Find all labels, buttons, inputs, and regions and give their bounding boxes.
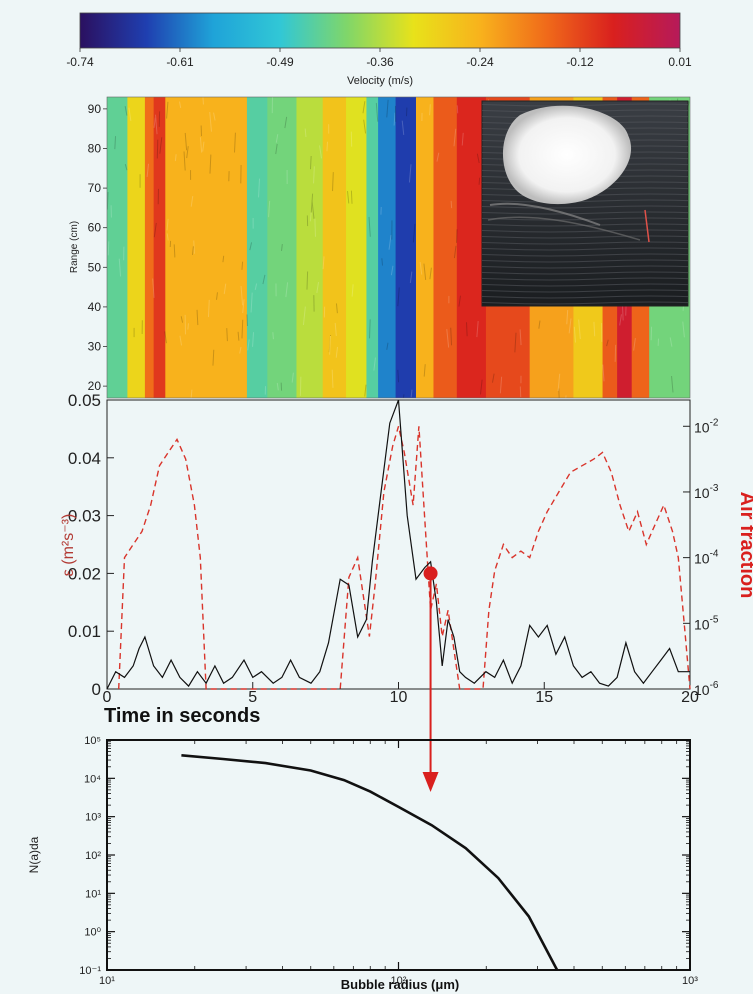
colorbar-tick-label: -0.12 [566, 55, 594, 69]
heatmap-band [433, 97, 458, 398]
colorbar-strip [79, 12, 681, 49]
time-series-y2-tick-label: 10-5 [694, 614, 719, 632]
time-series-y-tick-label: 0.04 [68, 449, 101, 468]
heatmap-band [296, 97, 324, 398]
colorbar-title: Velocity (m/s) [347, 75, 413, 87]
heatmap-band [378, 97, 397, 398]
time-series-y2-label: Air fraction [736, 492, 753, 599]
time-series-x-tick-label: 20 [681, 689, 699, 706]
heatmap-y-tick-label: 80 [88, 141, 102, 155]
heatmap-y-label: Range (cm) [69, 221, 80, 273]
time-series-x-tick-label: 10 [390, 689, 408, 706]
bubble-y-tick-label: 10⁻¹ [79, 965, 101, 977]
bubble-y-tick-label: 10² [85, 850, 101, 862]
heatmap-band [144, 97, 155, 398]
bubble-y-tick-label: 10⁵ [84, 735, 101, 747]
dissipation-series [106, 399, 690, 690]
heatmap-y-tick-label: 40 [88, 300, 102, 314]
time-series-y-tick-label: 0.02 [68, 564, 101, 583]
time-series-y-tick-label: 0.05 [68, 391, 101, 410]
heatmap-band [107, 97, 129, 398]
time-series-chart: 0 0.01 0.02 0.03 0.04 0.05 10-6 10-5 10-4 10-3 10… [60, 391, 753, 727]
time-series-x-tick-label: 0 [103, 689, 112, 706]
heatmap-y-tick-label: 70 [88, 181, 102, 195]
heatmap-y-tick-label: 90 [88, 102, 102, 116]
heatmap-y-tick-label: 60 [88, 221, 102, 235]
time-series-y-tick-label: 0.01 [68, 622, 101, 641]
time-series-y-label: ε (m²s⁻³) [60, 514, 77, 577]
heatmap-band [415, 97, 435, 398]
heatmap-band [246, 97, 268, 398]
time-series-x-tick-label: 5 [248, 689, 257, 706]
colorbar: -0.74 -0.61 -0.49 -0.36 -0.24 -0.12 0.01 Veloc… [66, 12, 692, 87]
colorbar-tick-label: -0.49 [266, 55, 294, 69]
heatmap-band [322, 97, 347, 398]
heatmap-band [127, 97, 146, 398]
heatmap-y-tick-label: 50 [88, 260, 102, 274]
colorbar-tick-label: -0.24 [466, 55, 494, 69]
heatmap-band [395, 97, 417, 398]
bubble-y-tick-label: 10⁰ [84, 927, 101, 939]
time-series-y2-tick-label: 10-6 [694, 680, 719, 698]
air-fraction-series [118, 426, 691, 690]
heatmap-y-tick-label: 20 [88, 379, 102, 393]
bubble-x-label: Bubble radius (μm) [341, 977, 459, 992]
bubble-y-tick-label: 10³ [85, 812, 101, 824]
colorbar-tick-label: -0.61 [166, 55, 194, 69]
range-heatmap: 20 30 40 50 60 70 80 90 Range (cm) [69, 96, 691, 399]
heatmap-band [267, 97, 298, 398]
bubble-y-label: N(a)da [27, 836, 41, 873]
heatmap-band [346, 97, 368, 398]
bubble-y-tick-label: 10⁴ [84, 773, 101, 785]
bubble-y-tick-label: 10¹ [85, 888, 101, 900]
colorbar-tick-label: 0.01 [668, 55, 692, 69]
breaking-wave-photo [481, 100, 689, 307]
heatmap-band [153, 97, 166, 398]
connector-arrow [422, 573, 439, 792]
time-series-y-tick-label: 0.03 [68, 507, 101, 526]
bubble-distribution-series [181, 754, 559, 971]
bubble-x-tick-label: 10¹ [99, 975, 115, 987]
colorbar-tick-label: -0.36 [366, 55, 394, 69]
heatmap-band [165, 97, 181, 398]
bubble-x-tick-label: 10² [391, 975, 407, 987]
heatmap-y-tick-label: 30 [88, 340, 102, 354]
heatmap-band [366, 97, 379, 398]
time-series-y2-tick-label: 10-3 [694, 483, 719, 501]
time-series-x-tick-label: 15 [535, 689, 553, 706]
time-series-y2-tick-label: 10-2 [694, 417, 719, 435]
time-series-x-label: Time in seconds [104, 705, 260, 727]
colorbar-tick-label: -0.74 [66, 55, 94, 69]
time-series-y2-tick-label: 10-4 [694, 549, 719, 567]
time-series-y-tick-label: 0 [92, 680, 101, 699]
heatmap-band [179, 97, 248, 398]
bubble-x-tick-label: 10³ [682, 975, 698, 987]
